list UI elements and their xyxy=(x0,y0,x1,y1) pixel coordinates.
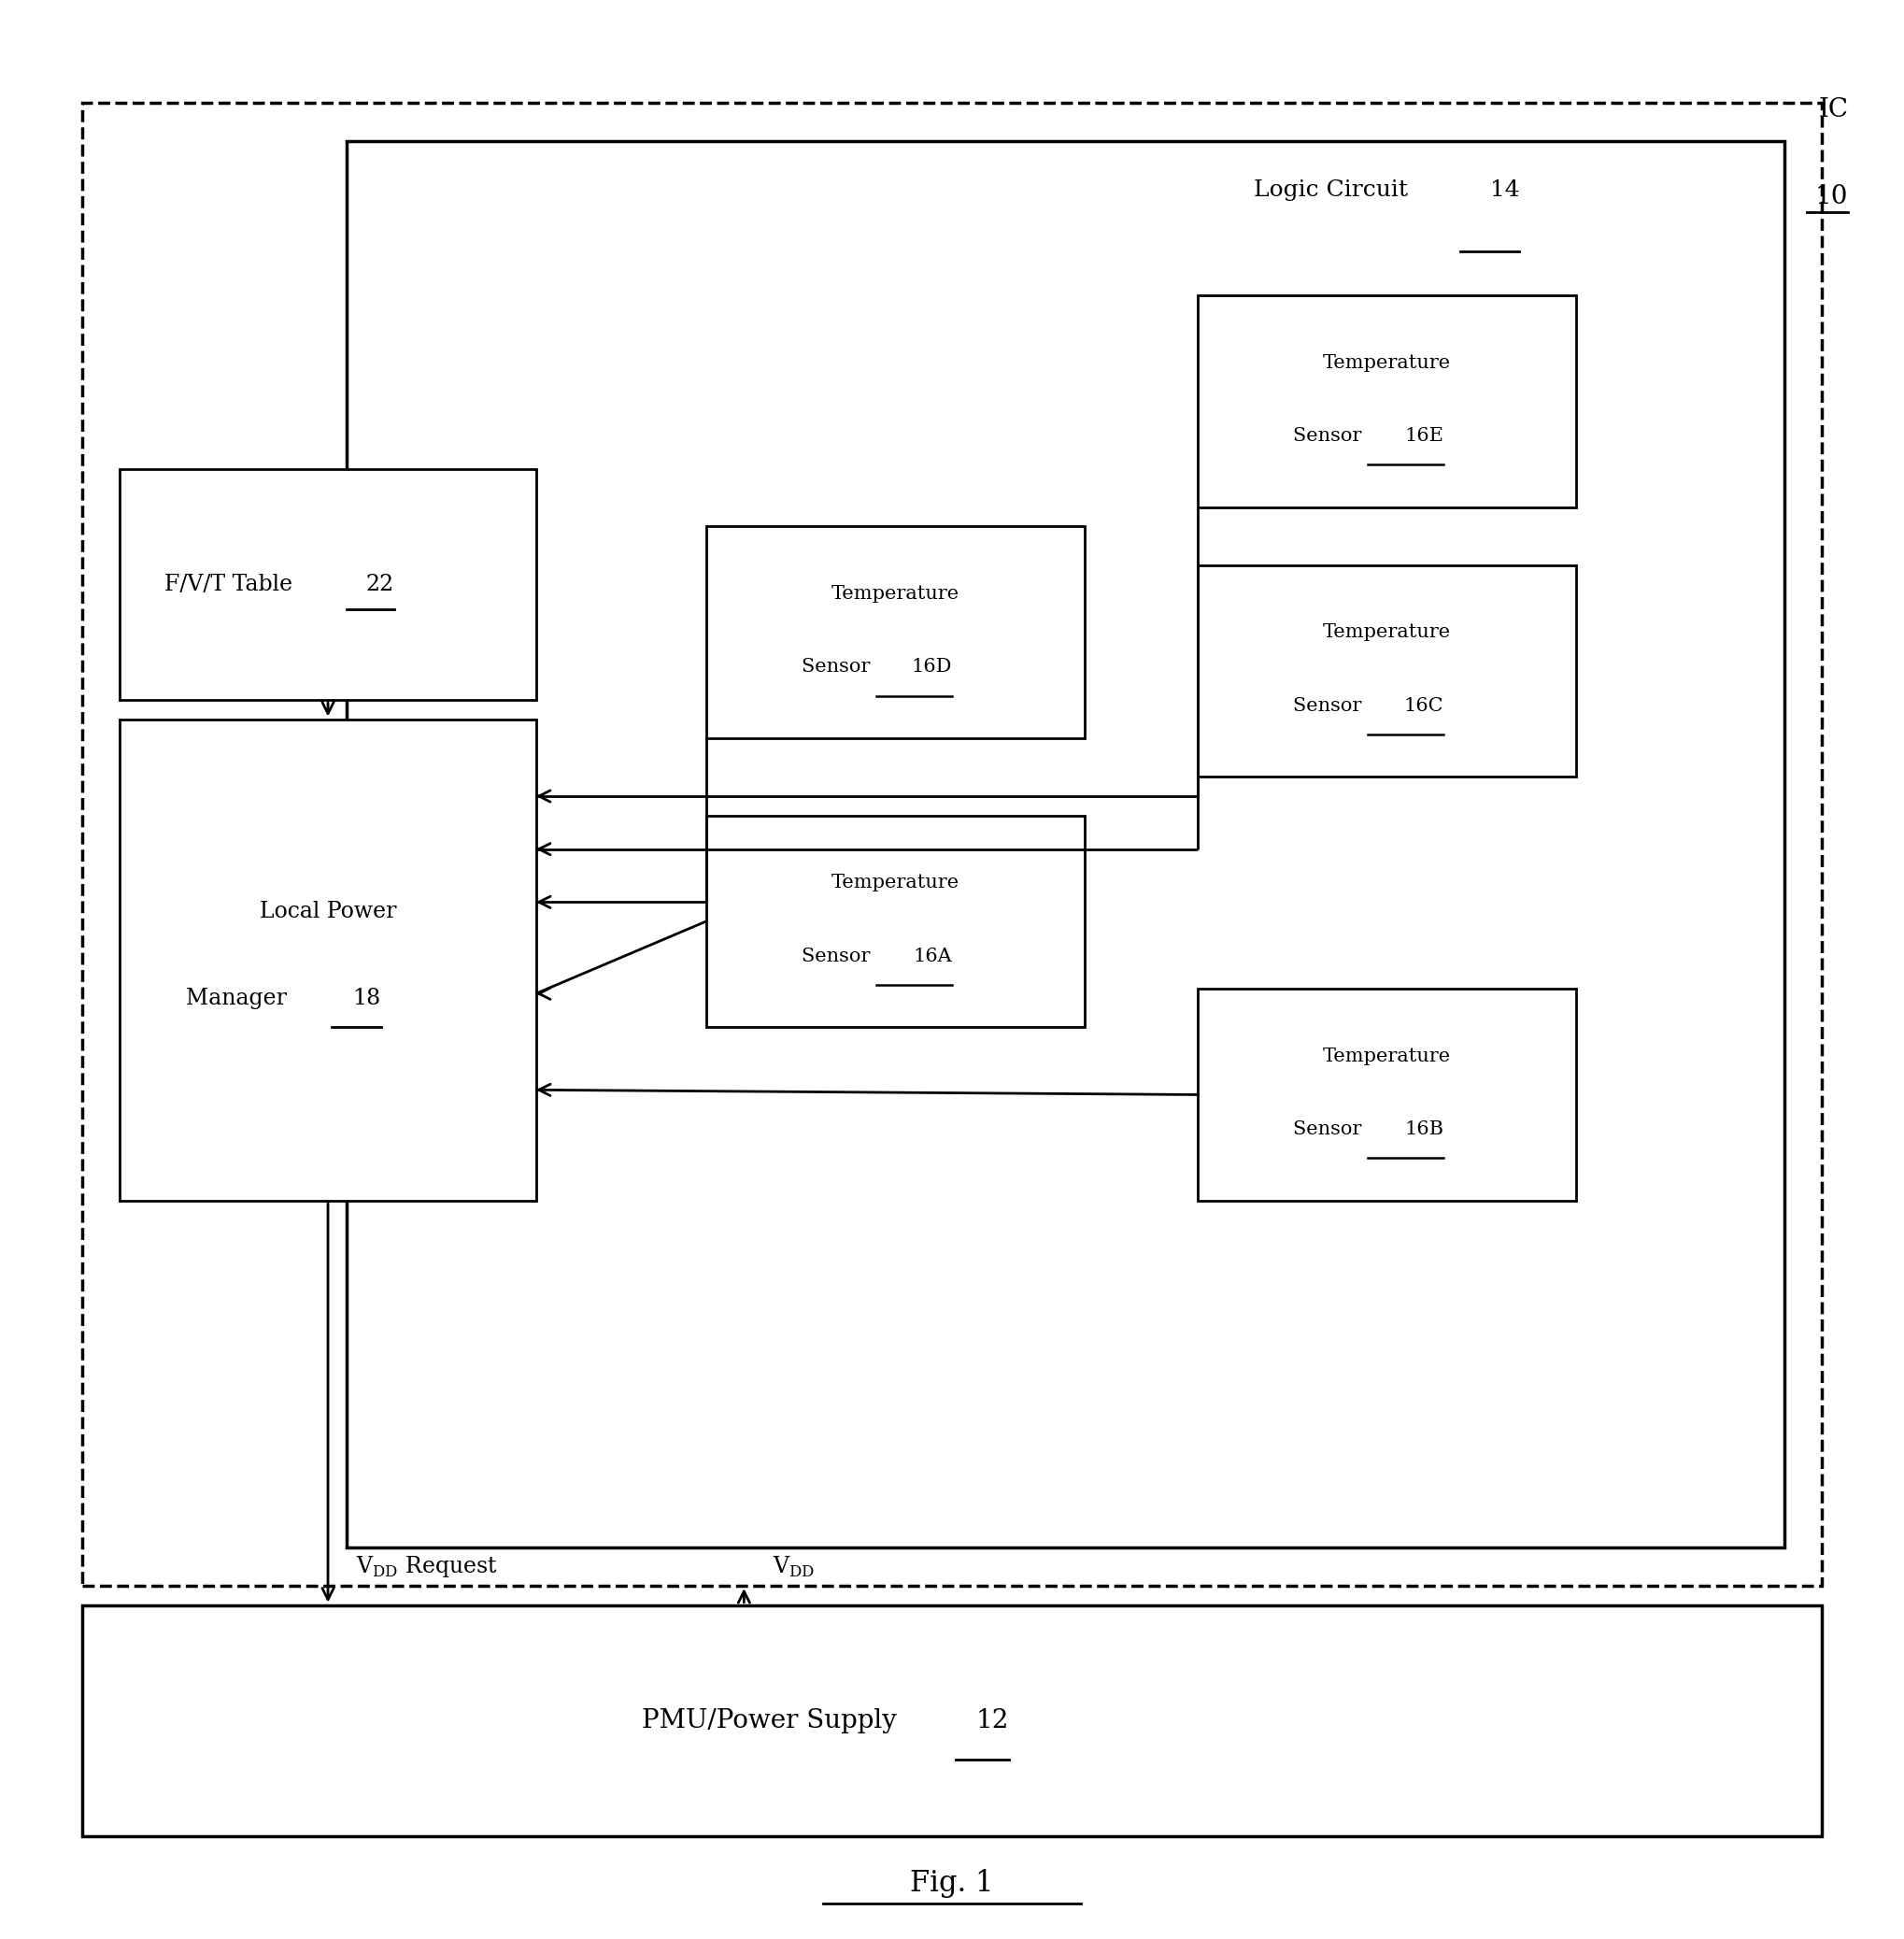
Text: 10: 10 xyxy=(1815,184,1849,209)
Text: Temperature: Temperature xyxy=(832,874,960,892)
Text: Manager: Manager xyxy=(187,987,293,1008)
Text: 16B: 16B xyxy=(1405,1121,1443,1138)
Text: Sensor: Sensor xyxy=(1293,427,1369,444)
Text: V$_{\mathregular{DD}}$ Request: V$_{\mathregular{DD}}$ Request xyxy=(356,1553,499,1578)
Text: V$_{\mathregular{DD}}$: V$_{\mathregular{DD}}$ xyxy=(773,1555,815,1578)
FancyBboxPatch shape xyxy=(706,527,1085,739)
FancyBboxPatch shape xyxy=(1198,295,1577,508)
FancyBboxPatch shape xyxy=(1198,989,1577,1200)
Text: F/V/T Table: F/V/T Table xyxy=(164,574,299,595)
Text: 18: 18 xyxy=(352,987,381,1008)
FancyBboxPatch shape xyxy=(82,103,1822,1586)
Text: 16C: 16C xyxy=(1403,696,1443,714)
Text: 16D: 16D xyxy=(912,657,952,677)
FancyBboxPatch shape xyxy=(706,816,1085,1028)
FancyBboxPatch shape xyxy=(120,469,535,700)
Text: Logic Circuit: Logic Circuit xyxy=(1253,180,1415,202)
Text: Fig. 1: Fig. 1 xyxy=(910,1869,994,1898)
FancyBboxPatch shape xyxy=(82,1605,1822,1836)
FancyBboxPatch shape xyxy=(1198,564,1577,778)
Text: Temperature: Temperature xyxy=(1323,624,1451,642)
Text: 16E: 16E xyxy=(1405,427,1443,444)
Text: Local Power: Local Power xyxy=(259,902,396,923)
Text: 16A: 16A xyxy=(914,946,952,966)
Text: Sensor: Sensor xyxy=(1293,696,1369,714)
Text: IC: IC xyxy=(1818,97,1849,122)
Text: Temperature: Temperature xyxy=(1323,355,1451,372)
Text: Sensor: Sensor xyxy=(1293,1121,1369,1138)
Text: Sensor: Sensor xyxy=(802,946,876,966)
Text: Temperature: Temperature xyxy=(1323,1047,1451,1065)
Text: 22: 22 xyxy=(366,574,394,595)
Text: PMU/Power Supply: PMU/Power Supply xyxy=(642,1708,904,1733)
Text: 12: 12 xyxy=(975,1708,1009,1733)
Text: Temperature: Temperature xyxy=(832,586,960,603)
FancyBboxPatch shape xyxy=(347,142,1784,1547)
FancyBboxPatch shape xyxy=(120,719,535,1200)
Text: Sensor: Sensor xyxy=(802,657,876,677)
Text: 14: 14 xyxy=(1489,180,1519,202)
